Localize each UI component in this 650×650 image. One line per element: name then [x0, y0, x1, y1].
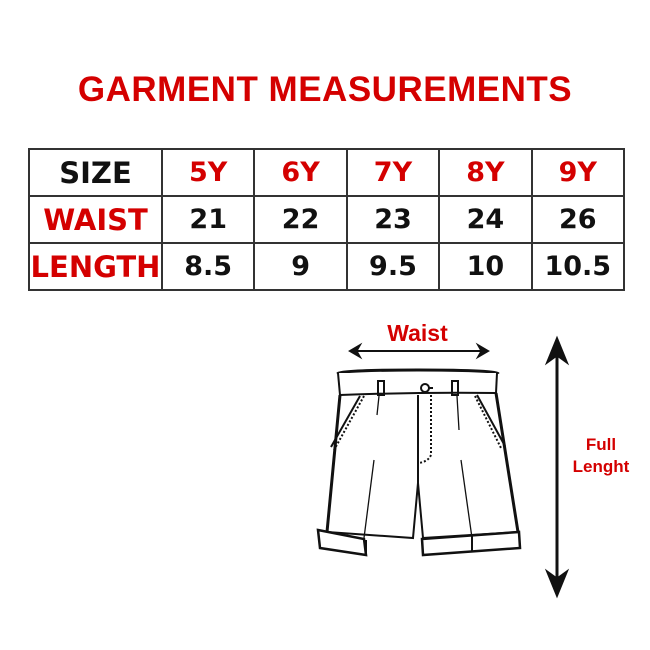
length-cell: 8.5 [160, 242, 256, 291]
waist-cell: 24 [438, 195, 533, 244]
size-cell: 9Y [530, 148, 626, 197]
length-arrow-icon [544, 335, 570, 599]
length-cell: 10.5 [530, 242, 626, 291]
length-label-line2: Lenght [572, 457, 630, 476]
size-cell: 8Y [438, 148, 533, 197]
table-row-length: LENGTH 8.5 9 9.5 10 10.5 [28, 242, 626, 291]
table-row-waist: WAIST 21 22 23 24 26 [28, 195, 626, 244]
waist-cell: 26 [530, 195, 626, 244]
size-chart-table: SIZE 5Y 6Y 7Y 8Y 9Y WAIST 21 22 23 24 26… [28, 148, 626, 291]
size-cell: 7Y [345, 148, 441, 197]
table-row-size: SIZE 5Y 6Y 7Y 8Y 9Y [28, 148, 626, 197]
length-cell: 9 [253, 242, 348, 291]
row-header-waist: WAIST [28, 195, 163, 244]
row-header-length: LENGTH [28, 242, 163, 291]
length-cell: 9.5 [345, 242, 441, 291]
page-title: GARMENT MEASUREMENTS [77, 70, 573, 109]
size-cell: 5Y [160, 148, 256, 197]
length-cell: 10 [438, 242, 533, 291]
size-cell: 6Y [253, 148, 348, 197]
waist-cell: 23 [345, 195, 441, 244]
waist-arrow-icon [348, 342, 490, 360]
shorts-icon [316, 368, 522, 557]
length-label-line1: Full [585, 435, 617, 454]
row-header-size: SIZE [28, 148, 163, 197]
waist-cell: 22 [253, 195, 348, 244]
waist-label: Waist [387, 320, 448, 346]
waist-cell: 21 [160, 195, 256, 244]
